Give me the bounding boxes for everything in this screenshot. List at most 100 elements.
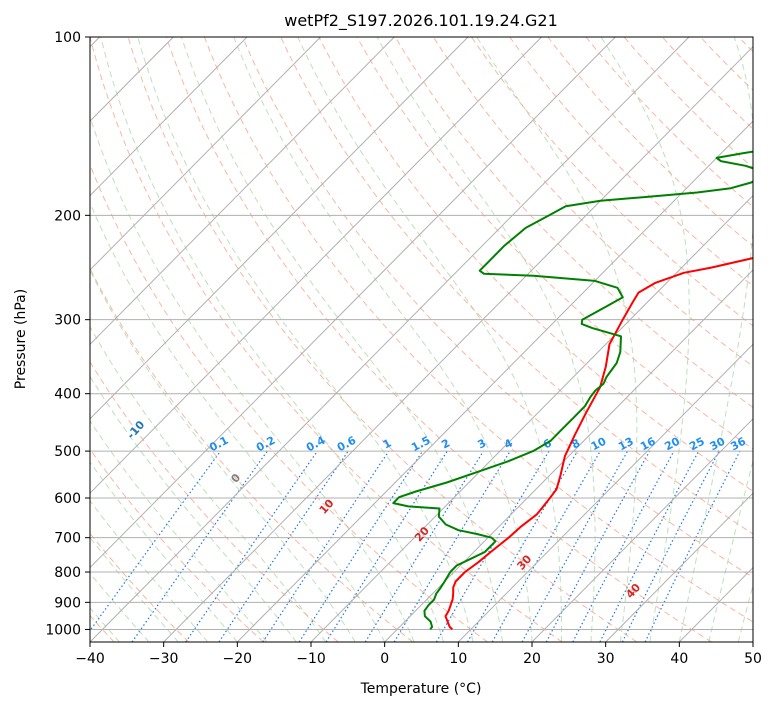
x-tick-label: −30	[149, 651, 179, 667]
mixing-ratio-line	[218, 450, 349, 642]
moist-adiabat	[90, 461, 238, 642]
isotherm-line	[90, 37, 469, 420]
y-tick-label: 500	[54, 444, 81, 460]
moist-adiabat	[600, 37, 690, 642]
sounding-line	[392, 150, 753, 631]
sounding-profiles	[392, 150, 753, 631]
mixing-ratio-label: 16	[638, 435, 658, 454]
skewed-isotherms	[90, 37, 753, 642]
mixing-ratio-label: 10	[589, 434, 609, 453]
isotherm-line	[457, 343, 753, 642]
y-tick-label: 300	[54, 313, 81, 329]
y-axis-title: Pressure (hPa)	[13, 289, 29, 389]
isotherm-line	[310, 194, 753, 642]
x-tick-label: 30	[597, 651, 615, 667]
mixing-ratio-line	[364, 450, 485, 642]
moist-adiabat	[90, 269, 356, 642]
dry-adiabat	[432, 37, 753, 368]
moist-adiabat	[376, 37, 596, 642]
mixing-ratio-label: 13	[616, 435, 636, 454]
dry-adiabat	[509, 37, 753, 287]
y-tick-label: 1000	[45, 622, 81, 638]
moist-adiabat	[100, 37, 445, 642]
dry-adiabat	[165, 37, 712, 642]
plot-frame	[89, 36, 754, 643]
y-tick-label: 600	[54, 491, 81, 507]
chart-title: wetPf2_S197.2026.101.19.24.G21	[284, 11, 558, 31]
isotherm-line	[90, 37, 690, 642]
mixing-ratio-label: 36	[728, 435, 748, 454]
x-tick-label: 40	[670, 651, 688, 667]
x-tick-label: −40	[75, 651, 105, 667]
isotherm-line	[90, 37, 395, 346]
isotherm-line	[90, 37, 248, 197]
moist-adiabat	[90, 201, 386, 642]
y-tick-label: 700	[54, 531, 81, 547]
mixing-ratio-label: 20	[662, 435, 682, 454]
isotherm-line	[531, 418, 753, 642]
mixing-ratio-line	[185, 450, 318, 642]
mixing-ratio-line	[545, 450, 651, 642]
mixing-ratio-line	[644, 450, 741, 642]
moist-adiabat	[90, 536, 179, 642]
mixing-ratio-line	[325, 450, 448, 642]
x-tick-label: 50	[744, 651, 762, 667]
mixing-ratio-line	[621, 450, 720, 642]
isotherm-line	[384, 269, 753, 642]
x-axis-title: Temperature (°C)	[360, 681, 482, 697]
moist-adiabat	[297, 37, 562, 642]
dry-adiabat	[90, 37, 563, 642]
dry-adiabat	[90, 360, 339, 642]
isotherm-line	[236, 120, 753, 642]
mixing-ratio-line	[298, 450, 424, 642]
x-tick-label: −10	[296, 651, 326, 667]
x-axis-ticks: −40 −30 −20 −10 0 10 20 30 40 50	[75, 642, 762, 667]
moist-adiabat	[90, 572, 150, 642]
moist-adiabats	[90, 37, 753, 642]
dry-adiabat	[471, 37, 753, 327]
isotherm-line	[605, 492, 753, 642]
dry-adiabat	[90, 267, 414, 642]
x-tick-label: −20	[223, 651, 253, 667]
mixing-ratio-label: 25	[687, 435, 707, 454]
dry-adiabat	[203, 37, 753, 623]
moist-adiabat	[90, 499, 209, 642]
mixing-ratio-label: 30	[708, 435, 728, 454]
moist-adiabat	[90, 375, 297, 642]
mixing-ratio-line	[572, 450, 675, 642]
moist-adiabat	[180, 37, 503, 642]
dry-adiabat	[318, 37, 753, 492]
mixing-ratio-line	[262, 450, 390, 642]
isobar-grid	[90, 37, 753, 630]
isotherm-line	[90, 37, 321, 271]
sounding-line	[444, 257, 753, 631]
y-tick-label: 400	[54, 387, 81, 403]
moist-adiabat	[90, 325, 327, 642]
y-tick-label: 100	[54, 30, 81, 46]
moist-adiabat	[737, 583, 753, 642]
dry-adiabat	[127, 37, 638, 642]
isotherm-line	[163, 45, 753, 642]
moist-adiabat	[678, 37, 753, 642]
x-tick-label: 20	[523, 651, 541, 667]
mixing-ratio-line	[521, 450, 629, 642]
moist-adiabat	[476, 37, 638, 642]
moist-adiabat	[233, 37, 533, 642]
x-tick-label: 10	[449, 651, 467, 667]
y-tick-label: 800	[54, 565, 81, 581]
y-tick-label: 200	[54, 208, 81, 224]
y-tick-label: 900	[54, 595, 81, 611]
mixing-ratio-line	[393, 450, 511, 642]
moist-adiabat	[708, 458, 753, 642]
plot-area: 0.1 0.2 0.4 0.6 1 1.5 2 3 4 6 8 10 13 16 20 25 30 36-1001…	[90, 37, 753, 642]
dry-adiabat	[356, 37, 753, 450]
dry-adiabat	[90, 448, 264, 642]
moist-adiabat	[90, 420, 268, 642]
isotherm-line	[90, 37, 616, 569]
x-tick-label: 0	[380, 651, 389, 667]
isotherm-line	[90, 37, 542, 494]
moist-adiabat	[137, 37, 474, 642]
y-axis-ticks: 100 200 300 400 500 600 700 800 900 1000	[45, 30, 90, 638]
